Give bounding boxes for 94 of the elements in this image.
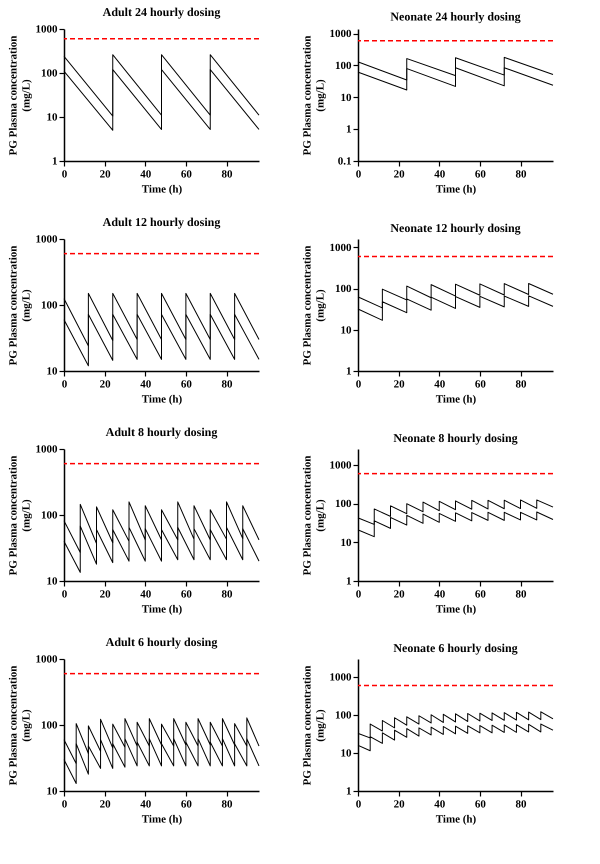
chart-title: Neonate 8 hourly dosing [393, 431, 518, 445]
x-tick-label: 80 [222, 798, 233, 810]
x-tick-label: 20 [394, 798, 406, 810]
y-axis-title: PG Plasma concentration (mg/L) [8, 246, 32, 366]
x-axis-title: Time (h) [436, 394, 477, 406]
y-tick-label: 1000 [36, 444, 58, 456]
x-tick-label: 60 [180, 168, 192, 180]
y-tick-label: 1 [346, 124, 352, 136]
x-tick-label: 20 [394, 168, 406, 180]
x-axis-title: Time (h) [436, 604, 477, 616]
x-tick-label: 0 [62, 378, 68, 390]
x-tick-label: 0 [62, 798, 68, 810]
x-tick-label: 0 [62, 168, 68, 180]
y-tick-label: 1000 [36, 654, 58, 666]
x-tick-label: 40 [140, 168, 152, 180]
y-tick-label: 10 [46, 576, 58, 588]
y-tick-label: 10 [46, 366, 58, 378]
x-tick-label: 0 [62, 588, 68, 600]
y-tick-label: 1000 [330, 460, 352, 472]
x-tick-label: 60 [474, 168, 486, 180]
y-tick-label: 10 [340, 92, 352, 104]
y-tick-label: 1 [346, 786, 352, 798]
x-tick-label: 60 [474, 378, 486, 390]
y-tick-label: 0.1 [338, 156, 352, 168]
x-tick-label: 80 [516, 168, 527, 180]
y-tick-label: 10 [340, 536, 352, 549]
y-tick-label: 10 [46, 786, 58, 798]
x-tick-label: 60 [180, 588, 192, 600]
y-tick-label: 100 [335, 498, 352, 510]
y-tick-label: 10 [340, 324, 352, 336]
x-tick-label: 20 [394, 378, 406, 390]
x-tick-label: 80 [222, 588, 233, 600]
y-axis-title: PG Plasma concentration (mg/L) [302, 246, 326, 366]
y-axis-title: PG Plasma concentration (mg/L) [302, 456, 326, 576]
x-axis-title: Time (h) [142, 184, 183, 196]
y-tick-label: 10 [46, 112, 58, 124]
x-tick-label: 0 [356, 588, 362, 600]
y-axis-title: PG Plasma concentration (mg/L) [8, 666, 32, 786]
y-tick-label: 1 [52, 156, 58, 168]
x-tick-label: 0 [356, 168, 362, 180]
x-axis-title: Time (h) [142, 814, 183, 826]
chart-title: Adult 6 hourly dosing [106, 635, 218, 649]
x-tick-label: 20 [100, 798, 112, 810]
y-tick-label: 1 [346, 366, 352, 378]
y-tick-label: 100 [335, 710, 352, 722]
x-tick-label: 20 [100, 588, 112, 600]
x-tick-label: 0 [356, 798, 362, 810]
chart-title: Adult 24 hourly dosing [102, 5, 220, 19]
x-tick-label: 60 [474, 798, 486, 810]
x-tick-label: 20 [394, 588, 406, 600]
x-tick-label: 40 [434, 168, 446, 180]
x-tick-label: 60 [180, 378, 192, 390]
y-tick-label: 100 [41, 720, 58, 732]
x-tick-label: 40 [140, 378, 152, 390]
y-tick-label: 1000 [36, 24, 58, 36]
x-axis-title: Time (h) [436, 814, 477, 826]
x-tick-label: 40 [140, 798, 152, 810]
x-tick-label: 60 [180, 798, 192, 810]
x-axis-title: Time (h) [142, 394, 183, 406]
x-tick-label: 80 [222, 168, 233, 180]
y-axis-title: PG Plasma concentration (mg/L) [8, 36, 32, 156]
x-tick-label: 40 [434, 798, 446, 810]
y-tick-label: 100 [41, 68, 58, 80]
x-axis-title: Time (h) [142, 604, 183, 616]
y-tick-label: 10 [340, 748, 352, 760]
x-tick-label: 40 [140, 588, 152, 600]
x-tick-label: 40 [434, 378, 446, 390]
x-tick-label: 80 [516, 588, 527, 600]
y-tick-label: 1000 [330, 672, 352, 684]
chart-title: Adult 8 hourly dosing [106, 425, 218, 439]
chart-title: Adult 12 hourly dosing [102, 215, 220, 229]
x-tick-label: 40 [434, 588, 446, 600]
y-tick-label: 1000 [36, 234, 58, 246]
chart-title: Neonate 12 hourly dosing [390, 221, 521, 235]
y-tick-label: 1000 [330, 28, 352, 40]
x-tick-label: 20 [100, 378, 112, 390]
x-axis-title: Time (h) [436, 184, 477, 196]
x-tick-label: 0 [356, 378, 362, 390]
y-tick-label: 100 [41, 300, 58, 312]
x-tick-label: 60 [474, 588, 486, 600]
x-tick-label: 20 [100, 168, 112, 180]
y-tick-label: 1000 [330, 242, 352, 254]
y-axis-title: PG Plasma concentration (mg/L) [8, 456, 32, 576]
chart-title: Neonate 6 hourly dosing [393, 641, 518, 655]
y-tick-label: 100 [335, 283, 352, 296]
x-tick-label: 80 [222, 378, 233, 390]
y-axis-title: PG Plasma concentration (mg/L) [302, 666, 326, 786]
y-axis-title: PG Plasma concentration (mg/L) [302, 36, 326, 156]
y-tick-label: 100 [335, 60, 352, 72]
x-tick-label: 80 [516, 798, 527, 810]
x-tick-label: 80 [516, 378, 527, 390]
y-tick-label: 100 [41, 510, 58, 522]
y-tick-label: 1 [346, 576, 352, 588]
chart-title: Neonate 24 hourly dosing [390, 10, 521, 24]
